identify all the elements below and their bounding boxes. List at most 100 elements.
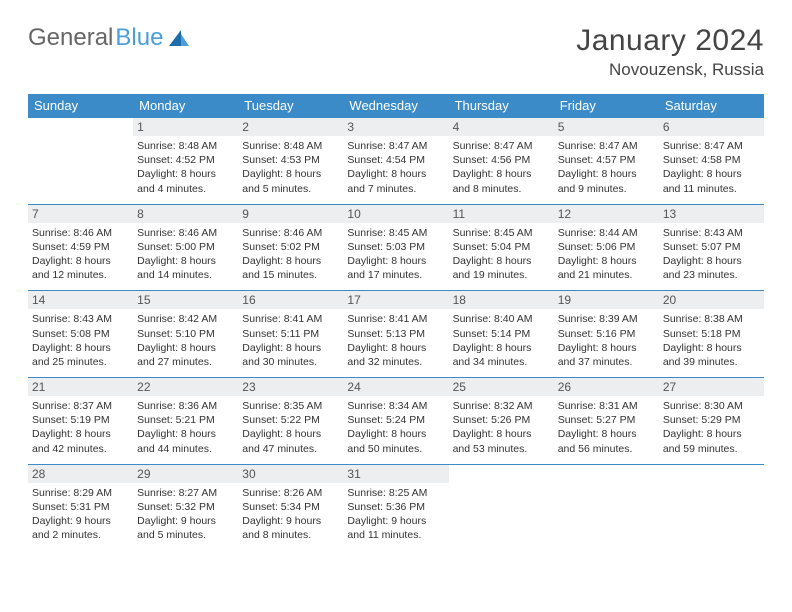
sunset-text: Sunset: 5:16 PM [558,327,655,341]
day-info: Sunrise: 8:43 AMSunset: 5:08 PMDaylight:… [32,312,129,369]
calendar-cell: 18Sunrise: 8:40 AMSunset: 5:14 PMDayligh… [449,291,554,378]
weekday-header: Thursday [449,94,554,118]
day-info: Sunrise: 8:43 AMSunset: 5:07 PMDaylight:… [663,226,760,283]
calendar-cell: 19Sunrise: 8:39 AMSunset: 5:16 PMDayligh… [554,291,659,378]
calendar-cell: 6Sunrise: 8:47 AMSunset: 4:58 PMDaylight… [659,118,764,205]
daylight-text: Daylight: 8 hours and 21 minutes. [558,254,655,282]
sunrise-text: Sunrise: 8:47 AM [663,139,760,153]
sunset-text: Sunset: 5:34 PM [242,500,339,514]
sunset-text: Sunset: 4:53 PM [242,153,339,167]
calendar-cell: 9Sunrise: 8:46 AMSunset: 5:02 PMDaylight… [238,204,343,291]
day-info: Sunrise: 8:34 AMSunset: 5:24 PMDaylight:… [347,399,444,456]
day-number: 20 [659,291,764,309]
day-info: Sunrise: 8:47 AMSunset: 4:56 PMDaylight:… [453,139,550,196]
daylight-text: Daylight: 8 hours and 59 minutes. [663,427,760,455]
sunrise-text: Sunrise: 8:46 AM [242,226,339,240]
day-number: 17 [343,291,448,309]
day-number: 21 [28,378,133,396]
sunrise-text: Sunrise: 8:25 AM [347,486,444,500]
calendar-body: 1 Sunrise: 8:48 AMSunset: 4:52 PMDaylight… [28,118,764,551]
sunset-text: Sunset: 5:24 PM [347,413,444,427]
daylight-text: Daylight: 8 hours and 11 minutes. [663,167,760,195]
daylight-text: Daylight: 9 hours and 11 minutes. [347,514,444,542]
sunset-text: Sunset: 5:19 PM [32,413,129,427]
calendar-cell [28,118,133,205]
daylight-text: Daylight: 8 hours and 50 minutes. [347,427,444,455]
sunset-text: Sunset: 4:54 PM [347,153,444,167]
sunset-text: Sunset: 5:22 PM [242,413,339,427]
sunset-text: Sunset: 5:04 PM [453,240,550,254]
calendar-row: 7Sunrise: 8:46 AMSunset: 4:59 PMDaylight… [28,204,764,291]
day-info: Sunrise: 8:47 AMSunset: 4:54 PMDaylight:… [347,139,444,196]
calendar-cell: 27Sunrise: 8:30 AMSunset: 5:29 PMDayligh… [659,378,764,465]
sunrise-text: Sunrise: 8:39 AM [558,312,655,326]
day-number: 8 [133,205,238,223]
calendar-cell [554,464,659,550]
sunset-text: Sunset: 5:18 PM [663,327,760,341]
day-info: Sunrise: 8:37 AMSunset: 5:19 PMDaylight:… [32,399,129,456]
day-info: Sunrise: 8:26 AMSunset: 5:34 PMDaylight:… [242,486,339,543]
calendar-cell: 11Sunrise: 8:45 AMSunset: 5:04 PMDayligh… [449,204,554,291]
day-info: Sunrise: 8:35 AMSunset: 5:22 PMDaylight:… [242,399,339,456]
daylight-text: Daylight: 8 hours and 15 minutes. [242,254,339,282]
calendar-cell: 31Sunrise: 8:25 AMSunset: 5:36 PMDayligh… [343,464,448,550]
daylight-text: Daylight: 8 hours and 42 minutes. [32,427,129,455]
weekday-header: Wednesday [343,94,448,118]
weekday-header: Saturday [659,94,764,118]
day-number: 5 [554,118,659,136]
day-info: Sunrise: 8:45 AMSunset: 5:04 PMDaylight:… [453,226,550,283]
day-info: Sunrise: 8:45 AMSunset: 5:03 PMDaylight:… [347,226,444,283]
sunrise-text: Sunrise: 8:38 AM [663,312,760,326]
sunset-text: Sunset: 5:07 PM [663,240,760,254]
calendar-cell: 17Sunrise: 8:41 AMSunset: 5:13 PMDayligh… [343,291,448,378]
weekday-header-row: Sunday Monday Tuesday Wednesday Thursday… [28,94,764,118]
sunrise-text: Sunrise: 8:47 AM [453,139,550,153]
calendar-cell: 8 Sunrise: 8:46 AMSunset: 5:00 PMDaylight… [133,204,238,291]
sunset-text: Sunset: 5:08 PM [32,327,129,341]
sunset-text: Sunset: 4:56 PM [453,153,550,167]
daylight-text: Daylight: 8 hours and 9 minutes. [558,167,655,195]
sunset-text: Sunset: 5:29 PM [663,413,760,427]
day-info: Sunrise: 8:36 AMSunset: 5:21 PMDaylight:… [137,399,234,456]
sunrise-text: Sunrise: 8:36 AM [137,399,234,413]
sunrise-text: Sunrise: 8:35 AM [242,399,339,413]
day-number: 1 [133,118,238,136]
daylight-text: Daylight: 8 hours and 39 minutes. [663,341,760,369]
daylight-text: Daylight: 8 hours and 7 minutes. [347,167,444,195]
daylight-text: Daylight: 8 hours and 56 minutes. [558,427,655,455]
day-number: 3 [343,118,448,136]
sunset-text: Sunset: 5:13 PM [347,327,444,341]
brand-word-2: Blue [115,24,163,52]
sail-icon [167,28,191,48]
calendar-cell: 12Sunrise: 8:44 AMSunset: 5:06 PMDayligh… [554,204,659,291]
sunset-text: Sunset: 5:32 PM [137,500,234,514]
calendar-cell: 10Sunrise: 8:45 AMSunset: 5:03 PMDayligh… [343,204,448,291]
day-info: Sunrise: 8:29 AMSunset: 5:31 PMDaylight:… [32,486,129,543]
day-number: 24 [343,378,448,396]
calendar-cell: 16Sunrise: 8:41 AMSunset: 5:11 PMDayligh… [238,291,343,378]
sunrise-text: Sunrise: 8:29 AM [32,486,129,500]
weekday-header: Monday [133,94,238,118]
sunset-text: Sunset: 5:31 PM [32,500,129,514]
day-info: Sunrise: 8:41 AMSunset: 5:11 PMDaylight:… [242,312,339,369]
day-number: 13 [659,205,764,223]
sunset-text: Sunset: 5:03 PM [347,240,444,254]
calendar-row: 14Sunrise: 8:43 AMSunset: 5:08 PMDayligh… [28,291,764,378]
day-number: 26 [554,378,659,396]
calendar-cell: 5Sunrise: 8:47 AMSunset: 4:57 PMDaylight… [554,118,659,205]
day-info: Sunrise: 8:27 AMSunset: 5:32 PMDaylight:… [137,486,234,543]
calendar-cell: 28 Sunrise: 8:29 AMSunset: 5:31 PMDayligh… [28,464,133,550]
calendar-cell: 25Sunrise: 8:32 AMSunset: 5:26 PMDayligh… [449,378,554,465]
daylight-text: Daylight: 8 hours and 23 minutes. [663,254,760,282]
daylight-text: Daylight: 8 hours and 30 minutes. [242,341,339,369]
calendar-cell: 4Sunrise: 8:47 AMSunset: 4:56 PMDaylight… [449,118,554,205]
sunset-text: Sunset: 5:10 PM [137,327,234,341]
day-number: 28 [28,465,133,483]
sunrise-text: Sunrise: 8:45 AM [347,226,444,240]
day-info: Sunrise: 8:46 AMSunset: 5:00 PMDaylight:… [137,226,234,283]
daylight-text: Daylight: 8 hours and 37 minutes. [558,341,655,369]
sunrise-text: Sunrise: 8:48 AM [242,139,339,153]
day-info: Sunrise: 8:48 AMSunset: 4:52 PMDaylight:… [137,139,234,196]
day-info: Sunrise: 8:25 AMSunset: 5:36 PMDaylight:… [347,486,444,543]
day-info: Sunrise: 8:46 AMSunset: 4:59 PMDaylight:… [32,226,129,283]
